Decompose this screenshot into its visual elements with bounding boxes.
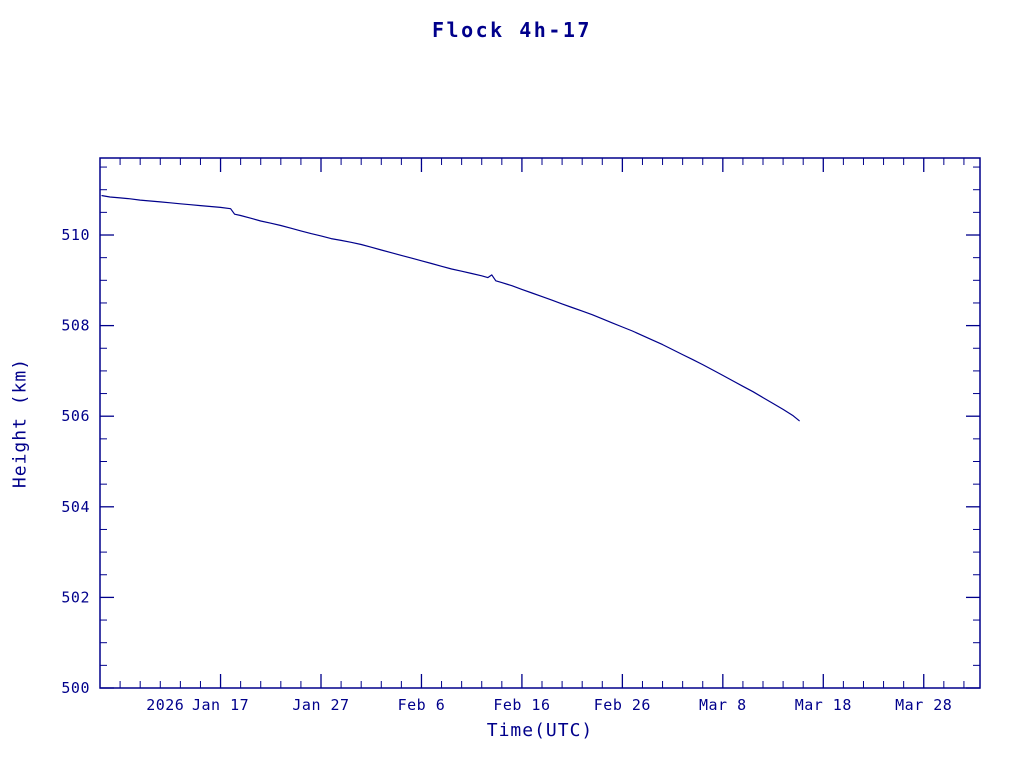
svg-text:502: 502 [61, 588, 90, 606]
svg-text:508: 508 [61, 317, 90, 335]
svg-text:Mar 18: Mar 18 [795, 696, 852, 714]
svg-text:2026: 2026 [146, 696, 184, 714]
svg-text:Jan 27: Jan 27 [292, 696, 349, 714]
svg-text:Jan 17: Jan 17 [192, 696, 249, 714]
svg-text:Mar 8: Mar 8 [699, 696, 747, 714]
svg-text:Feb 26: Feb 26 [594, 696, 651, 714]
chart-title: Flock 4h-17 [432, 18, 592, 42]
x-axis-label: Time(UTC) [486, 720, 594, 741]
svg-text:Feb 16: Feb 16 [493, 696, 550, 714]
svg-text:506: 506 [61, 407, 90, 425]
svg-text:504: 504 [61, 498, 90, 516]
svg-text:500: 500 [61, 679, 90, 697]
svg-text:Mar 28: Mar 28 [895, 696, 952, 714]
svg-text:Feb 6: Feb 6 [398, 696, 446, 714]
svg-text:510: 510 [61, 226, 90, 244]
